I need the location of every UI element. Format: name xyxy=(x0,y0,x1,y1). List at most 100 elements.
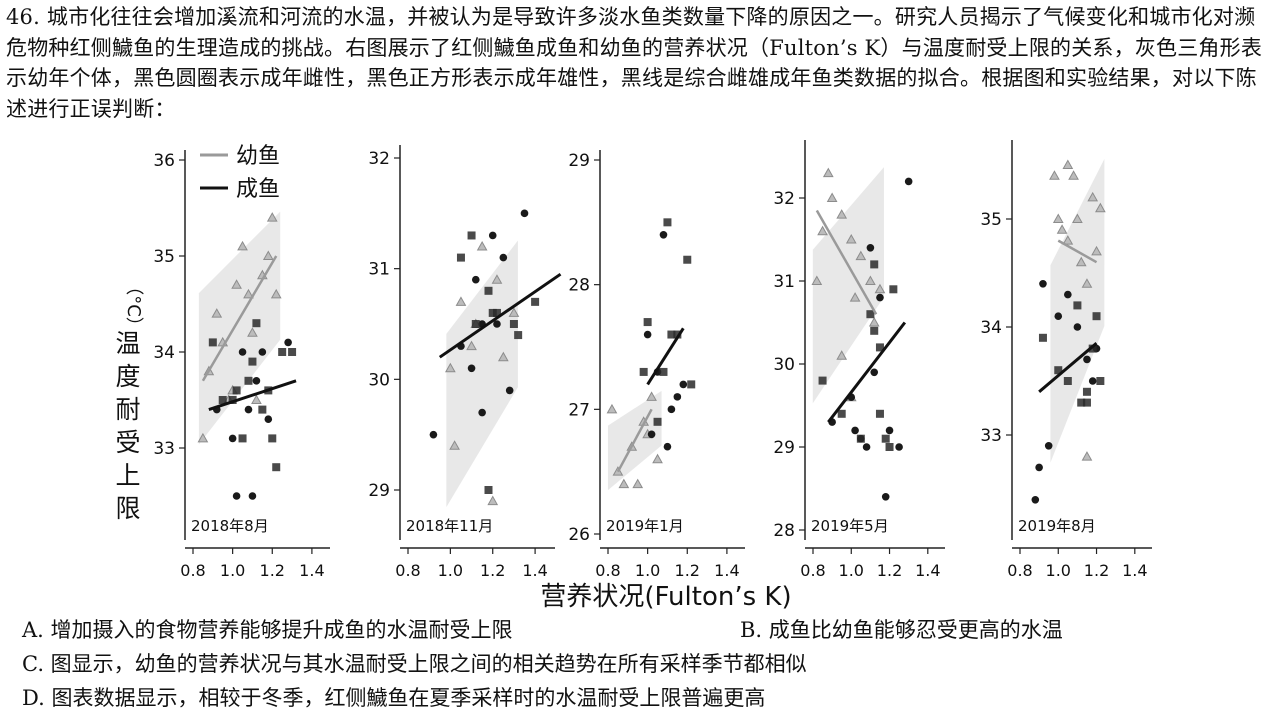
x-tick-label: 1.4 xyxy=(299,561,324,580)
male-point xyxy=(488,308,497,317)
juvenile-point xyxy=(197,432,209,443)
juvenile-fit-line xyxy=(1057,239,1098,264)
male-point xyxy=(228,396,237,404)
male-point xyxy=(1054,366,1063,375)
x-tick-label: 1.0 xyxy=(220,561,245,580)
juvenile-point xyxy=(466,340,477,351)
chart-figure: 33 34 35 36 0.8 1.0 1.2 1.4 2018年8月 29 30 31 32 0.8 1.… xyxy=(0,130,1280,615)
y-tick-label: 29 xyxy=(368,481,390,501)
male-point xyxy=(1092,312,1101,321)
male-point xyxy=(484,486,493,494)
male-point xyxy=(278,348,287,356)
male-point xyxy=(889,285,898,294)
female-point xyxy=(870,368,879,377)
male-point xyxy=(875,343,884,352)
male-point xyxy=(1038,333,1047,342)
juvenile-point xyxy=(487,495,499,506)
female-point xyxy=(264,415,273,424)
juvenile-point xyxy=(1095,202,1106,213)
male-point xyxy=(244,376,253,385)
male-point xyxy=(639,367,648,376)
male-point xyxy=(870,326,879,335)
juvenile-point xyxy=(811,275,823,285)
female-point xyxy=(493,320,501,328)
x-tick-label: 0.8 xyxy=(180,561,205,580)
y-axis-unit: （°C） xyxy=(123,277,144,335)
male-point xyxy=(531,297,540,306)
male-point xyxy=(818,376,827,385)
option-c: C. 图显示，幼鱼的营养状况与其水温耐受上限之间的相关趋势在所有采样季节都相似 xyxy=(22,652,807,676)
juvenile-point xyxy=(445,362,456,373)
y-axis-label-char: 限 xyxy=(115,494,140,523)
male-point xyxy=(837,409,846,418)
female-point xyxy=(248,492,257,500)
y-axis-label-char: 上 xyxy=(115,461,140,490)
female-point xyxy=(866,244,875,252)
female-point xyxy=(881,493,890,501)
y-tick-label: 34 xyxy=(153,343,175,363)
female-point xyxy=(862,443,871,451)
confidence-band xyxy=(446,240,518,508)
juvenile-point xyxy=(1049,170,1060,180)
female-point xyxy=(1044,442,1053,450)
female-point xyxy=(663,442,672,451)
juvenile-point xyxy=(455,296,467,306)
y-tick-label: 28 xyxy=(773,521,795,541)
chart-panel-5 xyxy=(1006,140,1152,554)
female-point xyxy=(471,275,480,284)
female-point xyxy=(467,364,476,373)
male-point xyxy=(208,338,217,347)
male-point xyxy=(272,463,281,472)
juvenile-point xyxy=(476,241,488,251)
x-tick-label: 1.4 xyxy=(522,561,547,580)
male-point xyxy=(456,253,465,262)
y-axis-label-char: 受 xyxy=(115,428,140,457)
x-tick-label: 1.0 xyxy=(839,561,864,580)
y-tick-label: 31 xyxy=(368,260,390,280)
juvenile-point xyxy=(606,403,618,414)
juvenile-point xyxy=(231,279,242,289)
juvenile-point xyxy=(1062,159,1074,169)
panel-label: 2019年8月 xyxy=(1018,517,1096,535)
x-tick-label: 1.0 xyxy=(635,561,660,580)
juvenile-point xyxy=(632,478,644,489)
juvenile-fit-line xyxy=(815,209,878,315)
confidence-band xyxy=(198,211,281,445)
juvenile-point xyxy=(855,250,867,261)
female-point xyxy=(1088,377,1097,385)
female-point xyxy=(647,430,656,439)
juvenile-point xyxy=(247,327,258,337)
y-tick-label: 36 xyxy=(153,151,175,171)
female-point xyxy=(252,377,261,385)
juvenile-fit-line xyxy=(201,255,278,382)
juvenile-point xyxy=(491,274,503,284)
male-point xyxy=(238,434,247,443)
chart-canvas: 33 34 35 36 0.8 1.0 1.2 1.4 2018年8月 29 30 31 32 0.8 1.… xyxy=(115,140,1152,612)
chart-panel-2 xyxy=(394,145,562,554)
female-point xyxy=(244,405,253,414)
male-point xyxy=(667,330,676,339)
legend-adult-label: 成鱼 xyxy=(236,177,280,202)
confidence-band xyxy=(812,167,884,404)
female-point xyxy=(284,338,292,347)
female-point xyxy=(228,434,237,443)
x-tick-label: 1.0 xyxy=(438,561,463,580)
juvenile-point xyxy=(865,275,876,285)
female-point xyxy=(876,293,884,302)
male-point xyxy=(875,409,884,418)
chart-panel-3 xyxy=(594,150,745,554)
female-point xyxy=(673,393,682,401)
juvenile-point xyxy=(1056,224,1068,234)
y-tick-label: 26 xyxy=(568,525,590,545)
x-tick-label: 0.8 xyxy=(1007,561,1032,580)
female-point xyxy=(258,348,267,356)
juvenile-point xyxy=(266,212,278,222)
male-point xyxy=(653,417,662,426)
y-tick-label: 28 xyxy=(568,276,590,296)
male-point xyxy=(1082,387,1091,396)
male-point xyxy=(1088,344,1097,353)
female-point xyxy=(904,177,913,186)
panel-label: 2018年8月 xyxy=(191,517,269,535)
y-axis-label-char: 耐 xyxy=(115,395,140,424)
female-point xyxy=(232,492,241,500)
